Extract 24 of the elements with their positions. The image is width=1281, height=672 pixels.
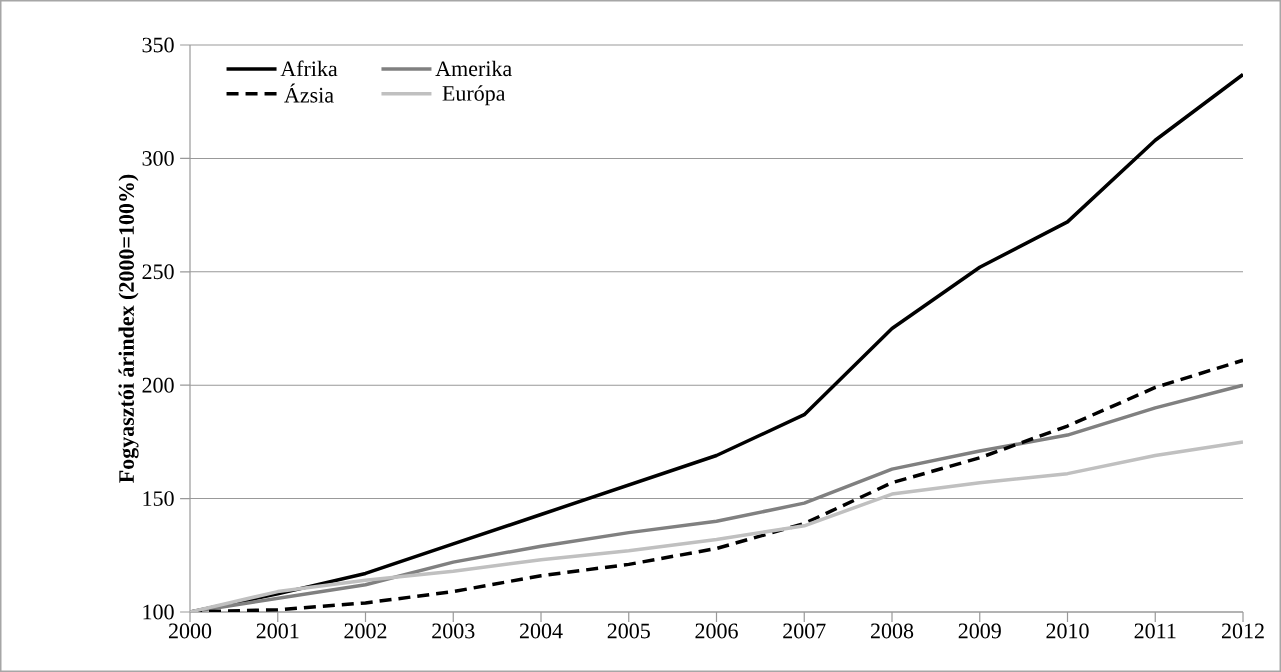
y-tick-label: 300 xyxy=(142,150,174,166)
x-tick-label: 2002 xyxy=(344,623,387,639)
x-tick-label: 2000 xyxy=(168,623,212,639)
x-tick-label: 2011 xyxy=(1134,623,1176,639)
x-tick-label: 2005 xyxy=(607,623,650,639)
legend-label: Amerika xyxy=(435,60,512,77)
y-tick-label: 200 xyxy=(142,377,174,393)
legend-label: Ázsia xyxy=(284,83,334,103)
x-tick-label: 2009 xyxy=(958,623,1001,639)
x-tick-label: 2010 xyxy=(1046,623,1089,639)
y-tick-label: 350 xyxy=(142,37,174,53)
legend-label: Európa xyxy=(442,85,506,106)
y-tick-label: 250 xyxy=(142,264,174,280)
x-tick-label: 2004 xyxy=(519,623,563,639)
x-tick-label: 2008 xyxy=(870,623,914,639)
x-tick-label: 2006 xyxy=(695,623,738,639)
x-tick-label: 2003 xyxy=(432,623,475,639)
x-tick-label: 2007 xyxy=(783,623,826,639)
legend-label: Afrika xyxy=(280,60,338,77)
y-axis-title: Fogyasztói árindex (2000=100%) xyxy=(118,174,139,483)
x-tick-label: 2012 xyxy=(1221,623,1264,639)
y-tick-label: 150 xyxy=(143,491,174,507)
y-tick-label: 100 xyxy=(143,604,174,620)
x-tick-label: 2001 xyxy=(256,623,299,639)
